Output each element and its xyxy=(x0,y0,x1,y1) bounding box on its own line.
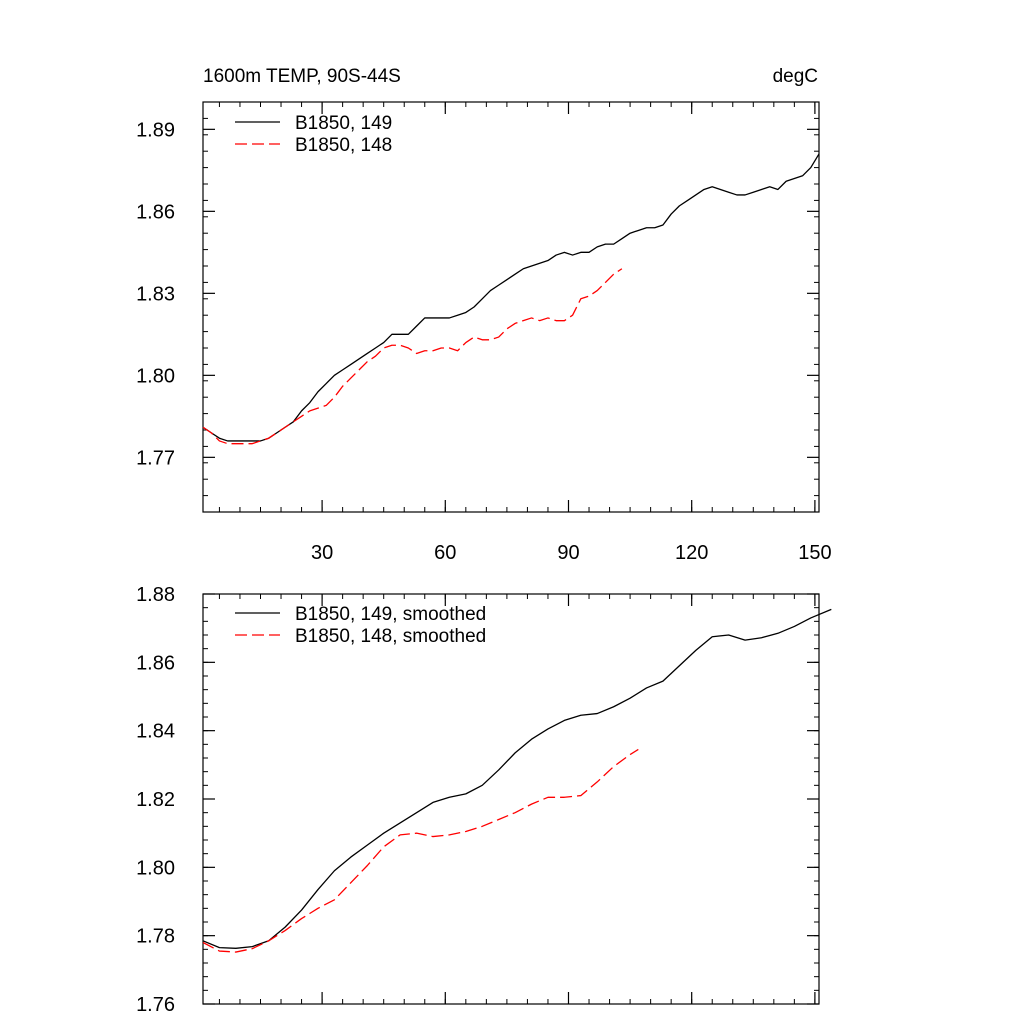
x-tick-label: 90 xyxy=(557,542,579,564)
y-tick-label: 1.78 xyxy=(136,926,175,948)
series-line-b1850-149 xyxy=(202,608,832,949)
y-tick-label: 1.82 xyxy=(136,789,175,811)
x-tick-label: 60 xyxy=(434,542,456,564)
top-panel: 30 60 90 120 150 1.77 1.80 1.83 1.86 1.89 B1850, 1… xyxy=(136,101,832,564)
legend-label: B1850, 149, smoothed xyxy=(295,604,486,625)
legend-label: B1850, 149 xyxy=(295,113,392,134)
y-tick-label: 1.84 xyxy=(136,721,175,743)
x-tick-label: 30 xyxy=(311,542,333,564)
y-tick-label: 1.77 xyxy=(136,447,175,469)
y-tick-label: 1.86 xyxy=(136,201,175,223)
legend-label: B1850, 148, smoothed xyxy=(295,626,486,647)
series-line-b1850-148 xyxy=(202,268,623,445)
y-tick-label: 1.86 xyxy=(136,652,175,674)
plot-title: 1600m TEMP, 90S-44S xyxy=(203,66,401,87)
units-label: degC xyxy=(773,66,818,87)
plot-frame xyxy=(202,101,820,513)
series-line-b1850-148 xyxy=(202,748,639,953)
y-tick-label: 1.89 xyxy=(136,119,175,141)
x-tick-label: 150 xyxy=(798,542,831,564)
x-tick-label: 120 xyxy=(675,542,708,564)
y-tick-label: 1.88 xyxy=(136,584,175,606)
y-tick-label: 1.83 xyxy=(136,283,175,305)
legend-label: B1850, 148 xyxy=(295,135,392,156)
bottom-panel: 1.76 1.78 1.80 1.82 1.84 1.86 1.88 B1850, 149, … xyxy=(136,584,832,1016)
series-line-b1850-149 xyxy=(202,153,820,442)
y-tick-label: 1.80 xyxy=(136,365,175,387)
y-tick-label: 1.80 xyxy=(136,857,175,879)
y-tick-label: 1.76 xyxy=(136,994,175,1016)
